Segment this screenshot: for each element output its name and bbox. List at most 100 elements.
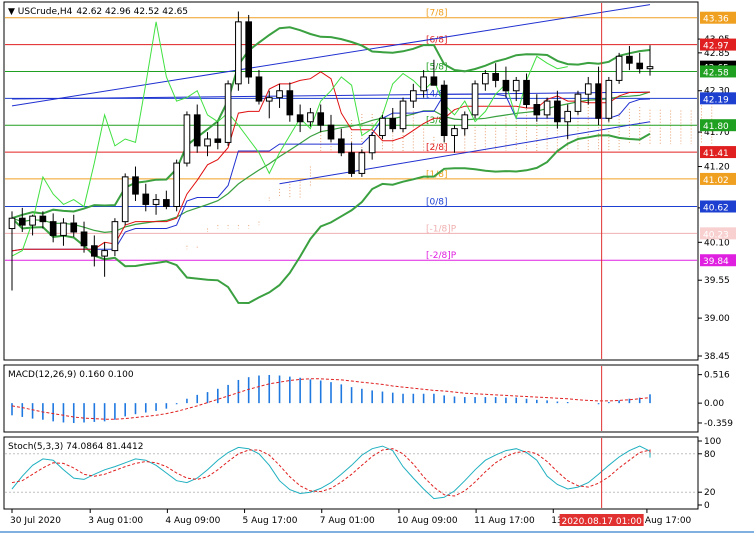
candle-body — [101, 250, 108, 257]
candle[interactable] — [389, 107, 397, 133]
candle[interactable] — [317, 104, 325, 133]
channel-basis-line — [11, 91, 651, 100]
time-tick-label: 10 Aug 09:00 — [397, 516, 458, 526]
murrey-label: [0/8] — [426, 197, 448, 207]
candle-body — [523, 79, 530, 106]
candle[interactable] — [512, 76, 520, 102]
candle-body — [358, 152, 366, 174]
kijun-sen-line — [11, 93, 651, 252]
price-badge-text: 41.41 — [703, 149, 729, 159]
candle[interactable] — [286, 82, 294, 122]
candle[interactable] — [39, 211, 47, 229]
candle[interactable] — [327, 114, 335, 143]
candle[interactable] — [183, 111, 191, 167]
candle[interactable] — [152, 194, 160, 215]
ohlc-values: 42.62 42.96 42.52 42.65 — [76, 7, 188, 17]
candle[interactable] — [193, 104, 201, 153]
candle[interactable] — [379, 114, 386, 139]
candle[interactable] — [533, 94, 541, 122]
price-axis[interactable]: 43.0542.8542.3041.7041.2040.6040.1039.55… — [698, 11, 736, 362]
candle[interactable] — [482, 70, 489, 91]
candle[interactable] — [255, 70, 263, 105]
candle[interactable] — [399, 97, 407, 133]
chikou-span-line — [11, 21, 568, 257]
price-tick-label: 38.45 — [704, 352, 730, 362]
stoch-label: Stoch(5,3,3) 74.0864 81.4412 — [8, 442, 143, 452]
time-marker-badge[interactable]: 2020.08.17 01:00 — [559, 514, 644, 527]
candle[interactable] — [615, 52, 623, 84]
candle[interactable] — [492, 63, 499, 88]
candle[interactable] — [523, 73, 530, 108]
candle[interactable] — [101, 242, 108, 277]
candle[interactable] — [368, 132, 376, 160]
candle[interactable] — [337, 128, 345, 157]
candle[interactable] — [163, 190, 170, 210]
candle-body — [286, 90, 294, 116]
macd-tick-label: -0.359 — [704, 419, 733, 429]
candle[interactable] — [348, 142, 355, 177]
candle-body — [18, 217, 26, 226]
candle[interactable] — [307, 107, 314, 127]
candle[interactable] — [245, 14, 253, 84]
time-axis[interactable]: 30 Jul 2020 3 Aug 01:00 4 Aug 09:00 5 Aug 1… — [10, 509, 692, 527]
candle-body — [111, 221, 119, 252]
candle[interactable] — [276, 83, 283, 108]
candle-body — [574, 93, 582, 112]
candle[interactable] — [636, 52, 644, 74]
candle[interactable] — [29, 214, 36, 236]
candle[interactable] — [235, 11, 242, 91]
candle[interactable] — [296, 104, 304, 133]
candle[interactable] — [543, 97, 551, 119]
candle[interactable] — [440, 80, 448, 143]
candle[interactable] — [420, 70, 427, 98]
candle[interactable] — [111, 218, 119, 257]
candle[interactable] — [214, 121, 222, 150]
candle[interactable] — [132, 166, 139, 201]
price-tick-label: 39.00 — [704, 314, 730, 324]
candle[interactable] — [80, 221, 88, 253]
candle[interactable] — [70, 214, 78, 237]
candle[interactable] — [90, 235, 98, 267]
candle[interactable] — [471, 80, 479, 119]
candle[interactable] — [49, 213, 57, 243]
candle[interactable] — [204, 132, 211, 157]
price-badge-bg — [700, 65, 736, 78]
candle[interactable] — [574, 90, 582, 115]
symbol-label: USCrude,H4 — [18, 7, 73, 17]
stoch-axis[interactable]: 100 80 20 0 — [698, 437, 721, 511]
candle[interactable] — [142, 183, 150, 212]
candle[interactable] — [626, 45, 633, 71]
candle[interactable] — [564, 104, 572, 139]
candle[interactable] — [121, 173, 129, 226]
candle[interactable] — [18, 207, 26, 232]
price-badge: 40.23 — [700, 227, 736, 240]
candle[interactable] — [502, 66, 510, 98]
collapse-arrow-icon[interactable]: ▼ — [8, 7, 18, 17]
candle-body — [152, 199, 160, 205]
price-tick-label: 39.55 — [704, 276, 730, 286]
price-badge: 41.80 — [700, 119, 736, 132]
candle[interactable] — [646, 45, 654, 76]
candle[interactable] — [584, 76, 592, 105]
candle[interactable] — [451, 125, 458, 153]
candle-body — [554, 100, 561, 123]
macd-pane[interactable]: MACD(12,26,9) 0.160 0.100 0.516 0.00 -0.35… — [3, 364, 733, 433]
candle[interactable] — [430, 59, 438, 86]
candle[interactable] — [409, 83, 417, 108]
macd-axis[interactable]: 0.516 0.00 -0.359 — [698, 371, 733, 429]
candle[interactable] — [265, 90, 273, 119]
candle[interactable] — [554, 90, 561, 129]
candle[interactable] — [605, 76, 613, 122]
candle[interactable] — [8, 211, 16, 291]
candle[interactable] — [173, 159, 180, 212]
stochastic-pane[interactable]: Stoch(5,3,3) 74.0864 81.4412 100 80 20 0 — [3, 436, 721, 511]
price-badge-bg — [700, 38, 736, 51]
price-badge: 39.84 — [700, 254, 736, 267]
macd-tick-label: 0.00 — [704, 399, 724, 409]
candle[interactable] — [60, 218, 67, 246]
candle[interactable] — [358, 149, 366, 177]
candle[interactable] — [461, 111, 469, 136]
candle[interactable] — [224, 80, 232, 146]
candle-body — [409, 90, 417, 102]
price-chart-pane[interactable]: [8/8][7/8][6/8][5/8][4/8][3/8][2/8][1/8]… — [3, 0, 736, 362]
